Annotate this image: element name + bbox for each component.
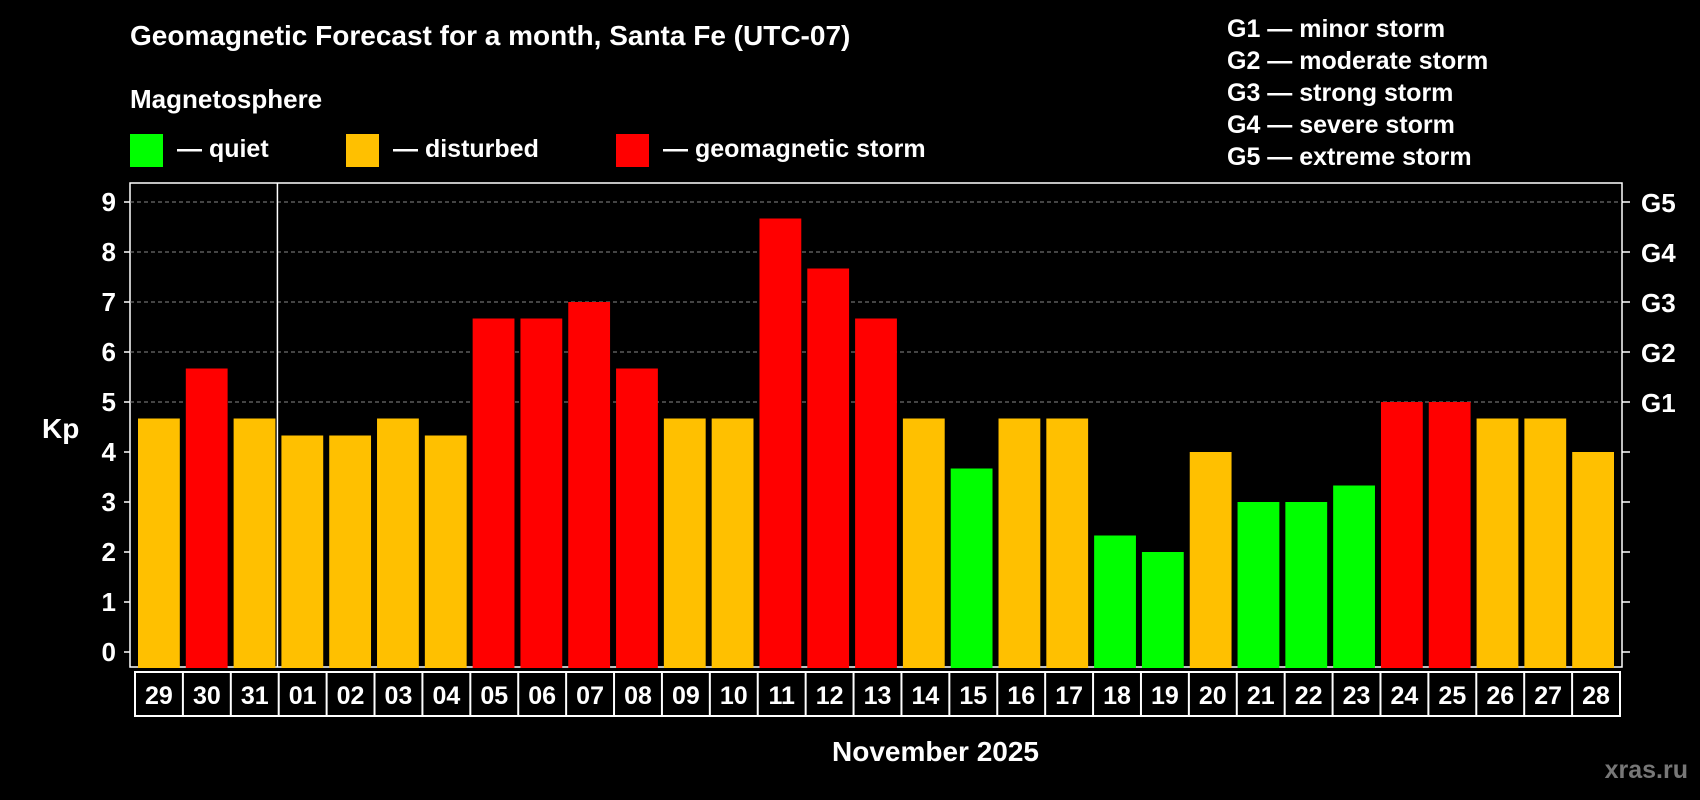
bar-12 <box>807 268 850 668</box>
legend-swatch-quiet <box>130 134 163 167</box>
legend-heading: Magnetosphere <box>130 84 323 114</box>
bar-23 <box>1333 485 1375 668</box>
date-label-24: 24 <box>1391 682 1419 710</box>
date-label-01: 01 <box>289 682 317 710</box>
right-axis-label-g3: G3 <box>1641 288 1676 318</box>
date-label-31: 31 <box>241 682 269 710</box>
y-tick-label: 3 <box>102 487 116 517</box>
legend-swatch-storm <box>616 134 649 167</box>
bar-22 <box>1285 502 1328 668</box>
date-label-23: 23 <box>1343 682 1371 710</box>
bar-06 <box>520 318 563 668</box>
date-label-18: 18 <box>1103 682 1131 710</box>
bar-03 <box>377 418 419 668</box>
date-label-04: 04 <box>432 682 460 710</box>
legend-swatch-disturbed <box>346 134 379 167</box>
legend-label-disturbed: — disturbed <box>393 135 539 163</box>
bar-04 <box>424 435 467 668</box>
date-label-21: 21 <box>1247 682 1275 710</box>
y-tick-label: 1 <box>102 587 116 617</box>
date-label-27: 27 <box>1534 682 1562 710</box>
bar-08 <box>616 368 658 668</box>
bar-18 <box>1094 535 1136 668</box>
bar-28 <box>1572 452 1614 668</box>
right-axis-label-g1: G1 <box>1641 388 1676 418</box>
bar-14 <box>902 418 945 668</box>
bar-30 <box>185 368 228 668</box>
bar-29 <box>138 418 180 668</box>
g-scale-g5: G5 — extreme storm <box>1227 143 1472 171</box>
watermark: xras.ru <box>1604 756 1688 784</box>
bar-02 <box>329 435 372 668</box>
date-label-20: 20 <box>1199 682 1227 710</box>
g-scale-g3: G3 — strong storm <box>1227 79 1454 107</box>
legend-label-quiet: — quiet <box>177 135 269 163</box>
y-axis-label: Kp <box>42 413 79 444</box>
date-label-29: 29 <box>145 682 173 710</box>
bar-11 <box>759 218 802 668</box>
date-label-28: 28 <box>1582 682 1610 710</box>
right-axis-label-g2: G2 <box>1641 338 1676 368</box>
date-label-08: 08 <box>624 682 652 710</box>
legend-label-storm: — geomagnetic storm <box>663 135 926 163</box>
y-tick-label: 4 <box>102 437 117 467</box>
bar-17 <box>1046 418 1089 668</box>
date-label-13: 13 <box>864 682 892 710</box>
bar-15 <box>950 468 993 668</box>
bar-13 <box>855 318 897 668</box>
g-scale-g2: G2 — moderate storm <box>1227 47 1489 75</box>
x-axis-label: November 2025 <box>832 736 1040 767</box>
date-label-09: 09 <box>672 682 700 710</box>
date-label-25: 25 <box>1438 682 1466 710</box>
date-label-26: 26 <box>1486 682 1514 710</box>
y-tick-label: 6 <box>102 337 116 367</box>
y-tick-label: 0 <box>102 637 116 667</box>
chart-title: Geomagnetic Forecast for a month, Santa … <box>130 20 851 51</box>
bar-09 <box>663 418 706 668</box>
date-label-02: 02 <box>337 682 365 710</box>
date-label-15: 15 <box>959 682 987 710</box>
bar-16 <box>998 418 1041 668</box>
g-scale-g4: G4 — severe storm <box>1227 111 1455 139</box>
bar-01 <box>281 435 324 668</box>
bar-26 <box>1476 418 1519 668</box>
y-tick-label: 5 <box>102 387 116 417</box>
date-label-05: 05 <box>480 682 508 710</box>
date-label-14: 14 <box>911 682 939 710</box>
date-row-frame <box>134 671 1621 717</box>
date-label-30: 30 <box>193 682 221 710</box>
bar-24 <box>1380 402 1423 668</box>
bar-07 <box>568 302 611 668</box>
bar-05 <box>472 318 515 668</box>
bar-10 <box>711 418 754 668</box>
date-label-16: 16 <box>1007 682 1035 710</box>
bar-25 <box>1428 402 1471 668</box>
g-scale-g1: G1 — minor storm <box>1227 15 1446 43</box>
date-label-12: 12 <box>816 682 844 710</box>
y-tick-label: 8 <box>102 237 116 267</box>
y-tick-label: 9 <box>102 187 116 217</box>
date-label-17: 17 <box>1055 682 1083 710</box>
date-label-06: 06 <box>528 682 556 710</box>
right-axis-label-g5: G5 <box>1641 188 1676 218</box>
date-label-22: 22 <box>1295 682 1323 710</box>
bar-19 <box>1141 552 1184 668</box>
y-tick-label: 2 <box>102 537 116 567</box>
right-axis-label-g4: G4 <box>1641 238 1676 268</box>
bar-31 <box>233 418 276 668</box>
date-label-07: 07 <box>576 682 604 710</box>
date-label-11: 11 <box>768 682 795 710</box>
date-label-19: 19 <box>1151 682 1179 710</box>
bar-20 <box>1189 452 1232 668</box>
y-tick-label: 7 <box>102 287 116 317</box>
date-label-10: 10 <box>720 682 748 710</box>
bar-21 <box>1237 502 1280 668</box>
bar-27 <box>1524 418 1567 668</box>
date-label-03: 03 <box>385 682 413 710</box>
